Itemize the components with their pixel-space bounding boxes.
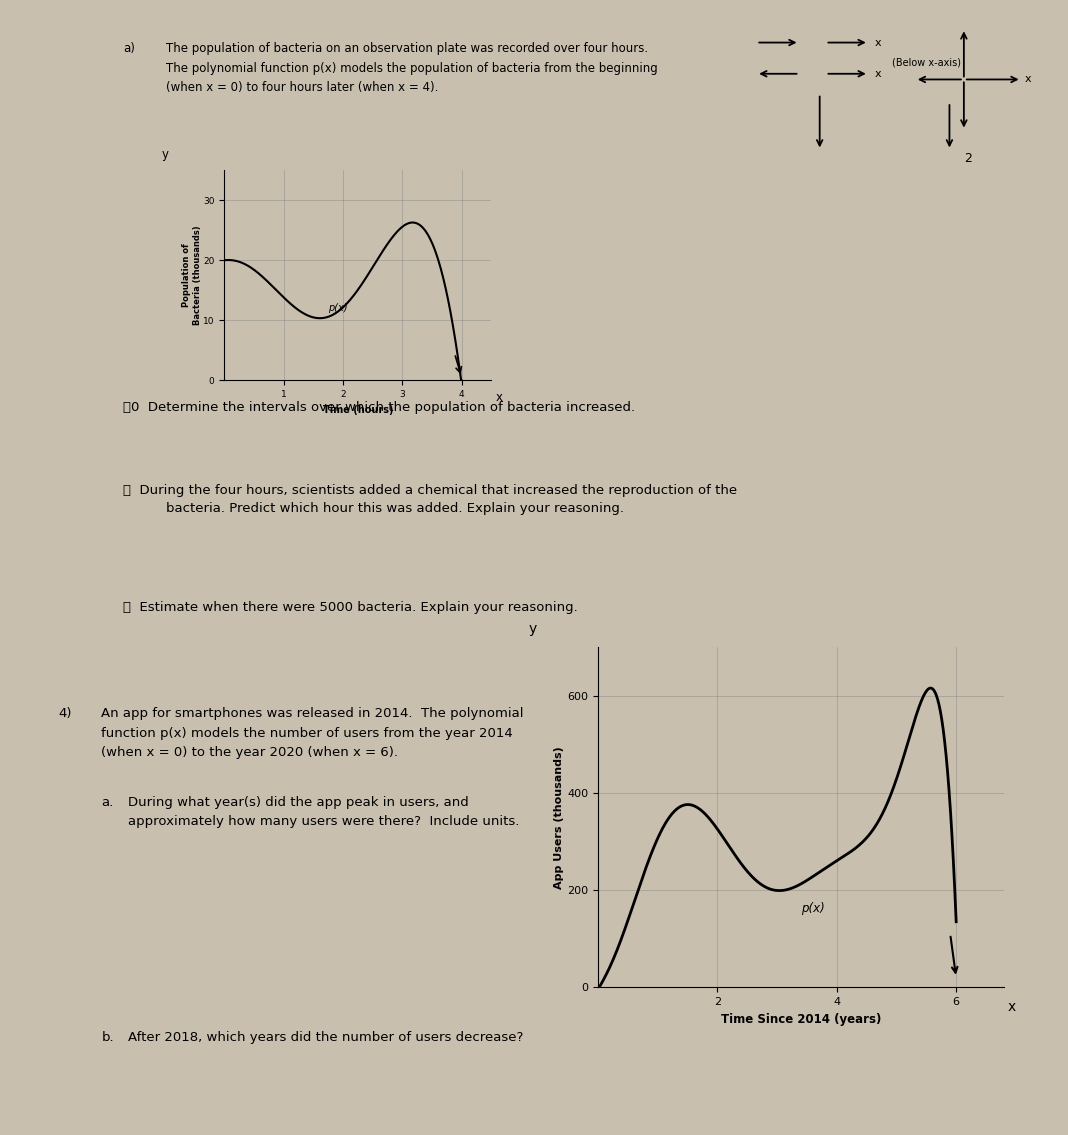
Text: x: x <box>1024 75 1031 84</box>
Text: function p(x) models the number of users from the year 2014: function p(x) models the number of users… <box>101 726 514 740</box>
Text: After 2018, which years did the number of users decrease?: After 2018, which years did the number o… <box>128 1031 523 1044</box>
Text: x: x <box>1008 1000 1016 1015</box>
Text: The population of bacteria on an observation plate was recorded over four hours.: The population of bacteria on an observa… <box>166 42 647 56</box>
Text: p(x): p(x) <box>328 303 347 313</box>
Text: ␶0  Determine the intervals over which the population of bacteria increased.: ␶0 Determine the intervals over which th… <box>123 401 635 414</box>
Text: a.: a. <box>101 796 113 809</box>
Text: x: x <box>875 37 881 48</box>
Text: (when x = 0) to the year 2020 (when x = 6).: (when x = 0) to the year 2020 (when x = … <box>101 746 398 759</box>
Text: x: x <box>496 392 503 404</box>
Text: p(x): p(x) <box>801 902 824 915</box>
Text: (Below x-axis): (Below x-axis) <box>892 58 961 67</box>
Text: y: y <box>162 148 169 161</box>
Text: x: x <box>875 69 881 78</box>
Text: approximately how many users were there?  Include units.: approximately how many users were there?… <box>128 815 519 829</box>
Text: During what year(s) did the app peak in users, and: During what year(s) did the app peak in … <box>128 796 469 809</box>
Text: bacteria. Predict which hour this was added. Explain your reasoning.: bacteria. Predict which hour this was ad… <box>166 502 624 515</box>
Text: Ⓑ  During the four hours, scientists added a chemical that increased the reprodu: Ⓑ During the four hours, scientists adde… <box>123 484 737 497</box>
X-axis label: Time Since 2014 (years): Time Since 2014 (years) <box>721 1012 881 1026</box>
Text: Ⓒ  Estimate when there were 5000 bacteria. Explain your reasoning.: Ⓒ Estimate when there were 5000 bacteria… <box>123 600 578 614</box>
Text: (when x = 0) to four hours later (when x = 4).: (when x = 0) to four hours later (when x… <box>166 81 438 94</box>
Text: The polynomial function p(x) models the population of bacteria from the beginnin: The polynomial function p(x) models the … <box>166 61 657 75</box>
Text: 2: 2 <box>963 152 972 166</box>
Text: 4): 4) <box>59 707 73 721</box>
Text: b.: b. <box>101 1031 114 1044</box>
Text: a): a) <box>123 42 135 56</box>
X-axis label: Time (hours): Time (hours) <box>323 404 393 414</box>
Y-axis label: Population of
Bacteria (thousands): Population of Bacteria (thousands) <box>183 226 202 325</box>
Text: An app for smartphones was released in 2014.  The polynomial: An app for smartphones was released in 2… <box>101 707 524 721</box>
Y-axis label: App Users (thousands): App Users (thousands) <box>554 746 565 889</box>
Text: y: y <box>529 622 537 637</box>
